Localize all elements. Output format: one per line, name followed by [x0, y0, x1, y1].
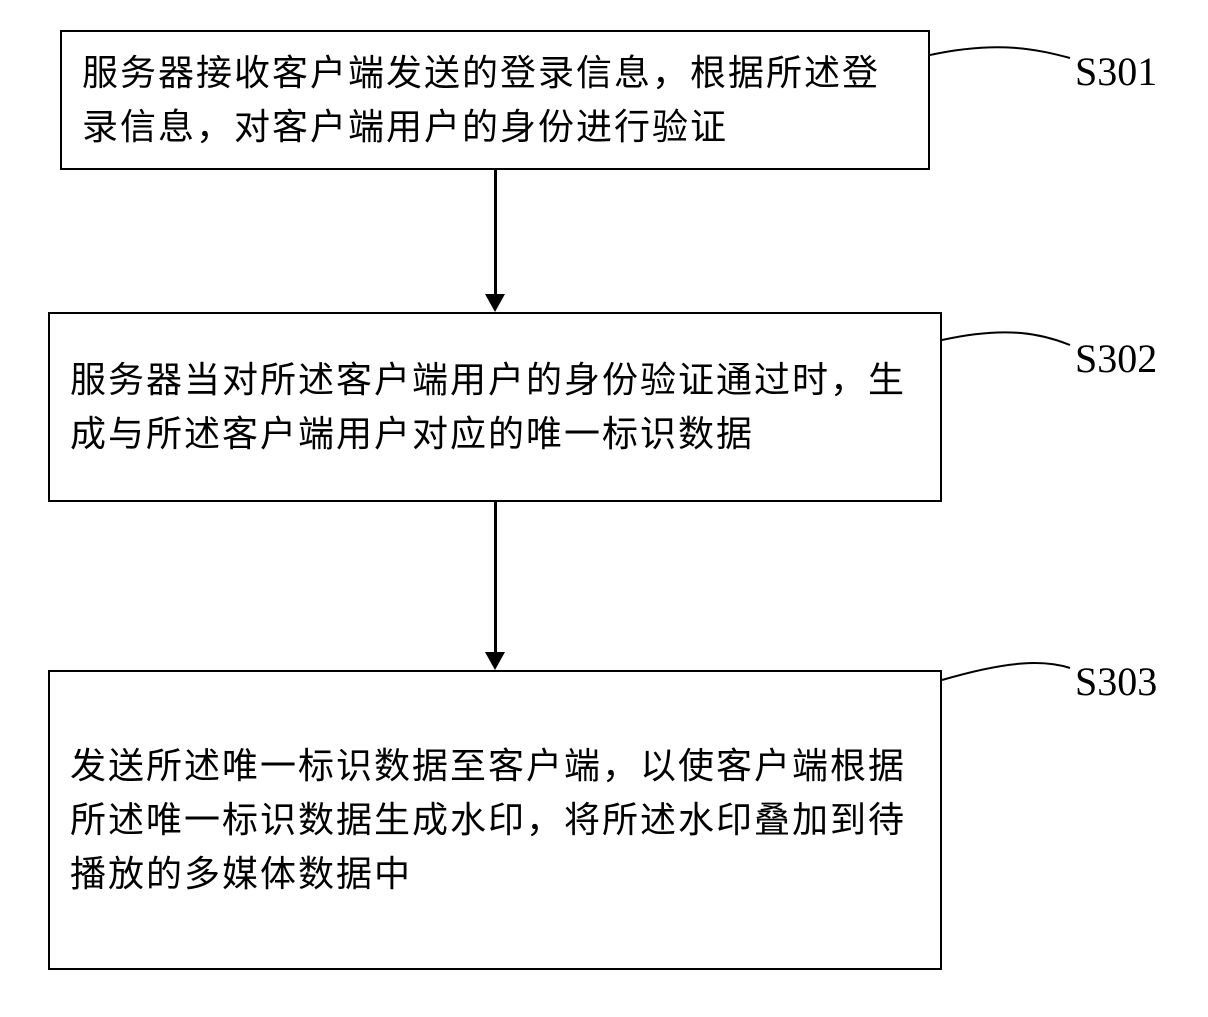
node-label-s303: S303	[1075, 658, 1157, 705]
flowchart-container: 服务器接收客户端发送的登录信息，根据所述登录信息，对客户端用户的身份进行验证 S…	[0, 0, 1208, 1017]
leader-s303	[0, 0, 1208, 1017]
